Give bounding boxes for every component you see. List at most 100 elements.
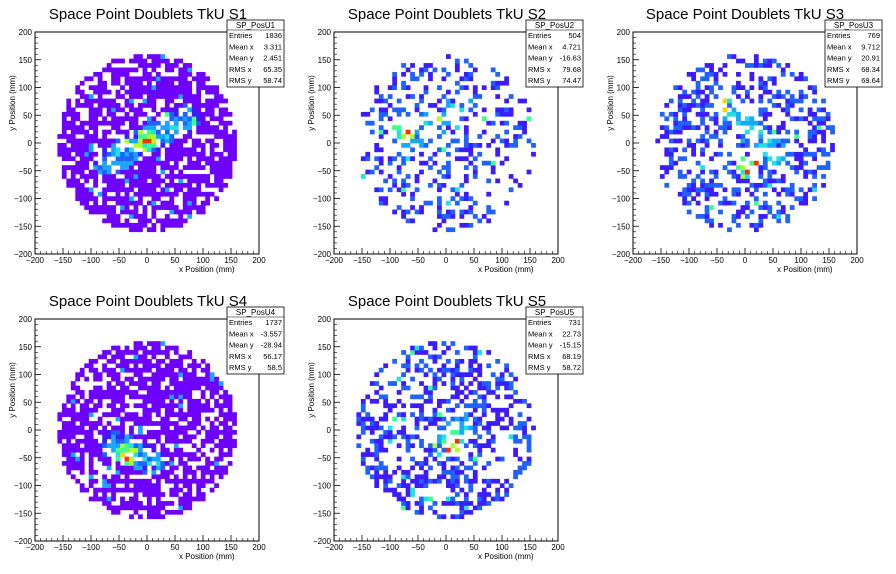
heatmap-cell — [102, 160, 107, 166]
heatmap-cell — [682, 196, 688, 202]
heatmap-cell — [419, 169, 424, 175]
heatmap-cell — [463, 416, 469, 422]
heatmap-cell — [155, 438, 161, 444]
heatmap-cell — [713, 120, 719, 126]
heatmap-cell — [812, 174, 817, 179]
heatmap-cell — [758, 134, 764, 139]
heatmap-cell — [360, 111, 366, 117]
heatmap-cell — [695, 125, 701, 130]
heatmap-cell — [151, 421, 157, 426]
heatmap-cell — [762, 156, 768, 162]
heatmap-cell — [709, 89, 714, 95]
heatmap-cell — [405, 505, 411, 511]
heatmap-cell — [686, 125, 692, 130]
heatmap-cell — [147, 89, 152, 95]
heatmap-cell — [88, 461, 94, 466]
heatmap-cell — [410, 434, 415, 440]
heatmap-cell — [776, 89, 782, 95]
heatmap-cell — [79, 465, 85, 471]
heatmap-cell — [138, 94, 143, 99]
heatmap-cell — [155, 134, 161, 139]
heatmap-cell — [173, 394, 179, 400]
heatmap-cell — [686, 71, 692, 77]
heatmap-cell — [124, 505, 130, 511]
heatmap-cell — [155, 509, 161, 515]
heatmap-cell — [499, 456, 505, 462]
heatmap-cell — [178, 367, 184, 373]
heatmap-cell — [223, 165, 228, 170]
heatmap-cell — [142, 98, 148, 104]
heatmap-cell — [472, 200, 478, 206]
heatmap-cell — [120, 478, 125, 484]
heatmap-cell — [709, 182, 714, 188]
heatmap-cell — [387, 116, 393, 122]
heatmap-cell — [196, 363, 202, 369]
heatmap-cell — [513, 134, 518, 139]
heatmap-cell — [360, 174, 366, 179]
heatmap-cell — [722, 125, 728, 130]
stats-frame — [525, 306, 584, 375]
heatmap-cell — [124, 456, 130, 462]
heatmap-cell — [771, 138, 777, 144]
heatmap-cell — [472, 461, 478, 466]
heatmap-cell — [187, 492, 193, 497]
heatmap-cell — [410, 191, 415, 197]
heatmap-cell — [472, 390, 478, 395]
heatmap-cell — [401, 483, 406, 489]
heatmap-cell — [423, 390, 429, 395]
heatmap-cell — [794, 76, 800, 82]
heatmap-cell — [196, 187, 202, 193]
heatmap-cell — [205, 367, 211, 373]
heatmap-cell — [776, 138, 782, 144]
heatmap-cell — [173, 447, 179, 453]
heatmap-cell — [749, 125, 755, 130]
heatmap-cell — [798, 160, 804, 166]
heatmap-cell — [75, 398, 81, 404]
heatmap-cell — [419, 478, 424, 484]
heatmap-cell — [758, 169, 764, 175]
heatmap-cell — [374, 474, 380, 480]
heatmap-cell — [196, 385, 202, 391]
heatmap-cell — [164, 214, 170, 219]
heatmap-cell — [151, 209, 157, 215]
stats-key: Mean x — [827, 42, 852, 51]
heatmap-cell — [495, 456, 501, 462]
heatmap-cell — [704, 143, 710, 148]
heatmap-cell — [147, 398, 152, 404]
heatmap-cell — [526, 107, 532, 113]
heatmap-cell — [79, 456, 85, 462]
heatmap-cell — [401, 63, 406, 68]
stats-value: 1737 — [265, 318, 282, 327]
heatmap-cell — [88, 474, 94, 480]
heatmap-cell — [66, 443, 72, 449]
heatmap-cell — [468, 403, 474, 409]
heatmap-cell — [722, 200, 728, 206]
heatmap-cell — [441, 461, 447, 466]
heatmap-cell — [147, 218, 152, 224]
heatmap-cell — [477, 367, 483, 373]
heatmap-cell — [111, 67, 116, 73]
heatmap-cell — [214, 381, 219, 386]
heatmap-cell — [79, 160, 85, 166]
heatmap-cell — [196, 94, 202, 99]
heatmap-cell — [155, 182, 161, 188]
heatmap-cell — [115, 120, 121, 126]
heatmap-cell — [97, 403, 103, 409]
heatmap-cell — [70, 447, 76, 453]
heatmap-cell — [155, 381, 161, 386]
heatmap-cell — [205, 89, 211, 95]
heatmap-cell — [93, 160, 99, 166]
heatmap-cell — [120, 367, 125, 373]
heatmap-cell — [740, 138, 746, 144]
heatmap-cell — [142, 461, 148, 466]
heatmap-cell — [490, 209, 496, 215]
heatmap-cell — [410, 394, 415, 400]
heatmap-cell — [374, 443, 380, 449]
heatmap-cell — [798, 156, 804, 162]
heatmap-cell — [191, 412, 197, 417]
heatmap-cell — [187, 200, 193, 206]
heatmap-cell — [129, 447, 134, 453]
heatmap-cell — [414, 416, 420, 422]
heatmap-cell — [383, 394, 389, 400]
heatmap-cell — [129, 434, 134, 440]
